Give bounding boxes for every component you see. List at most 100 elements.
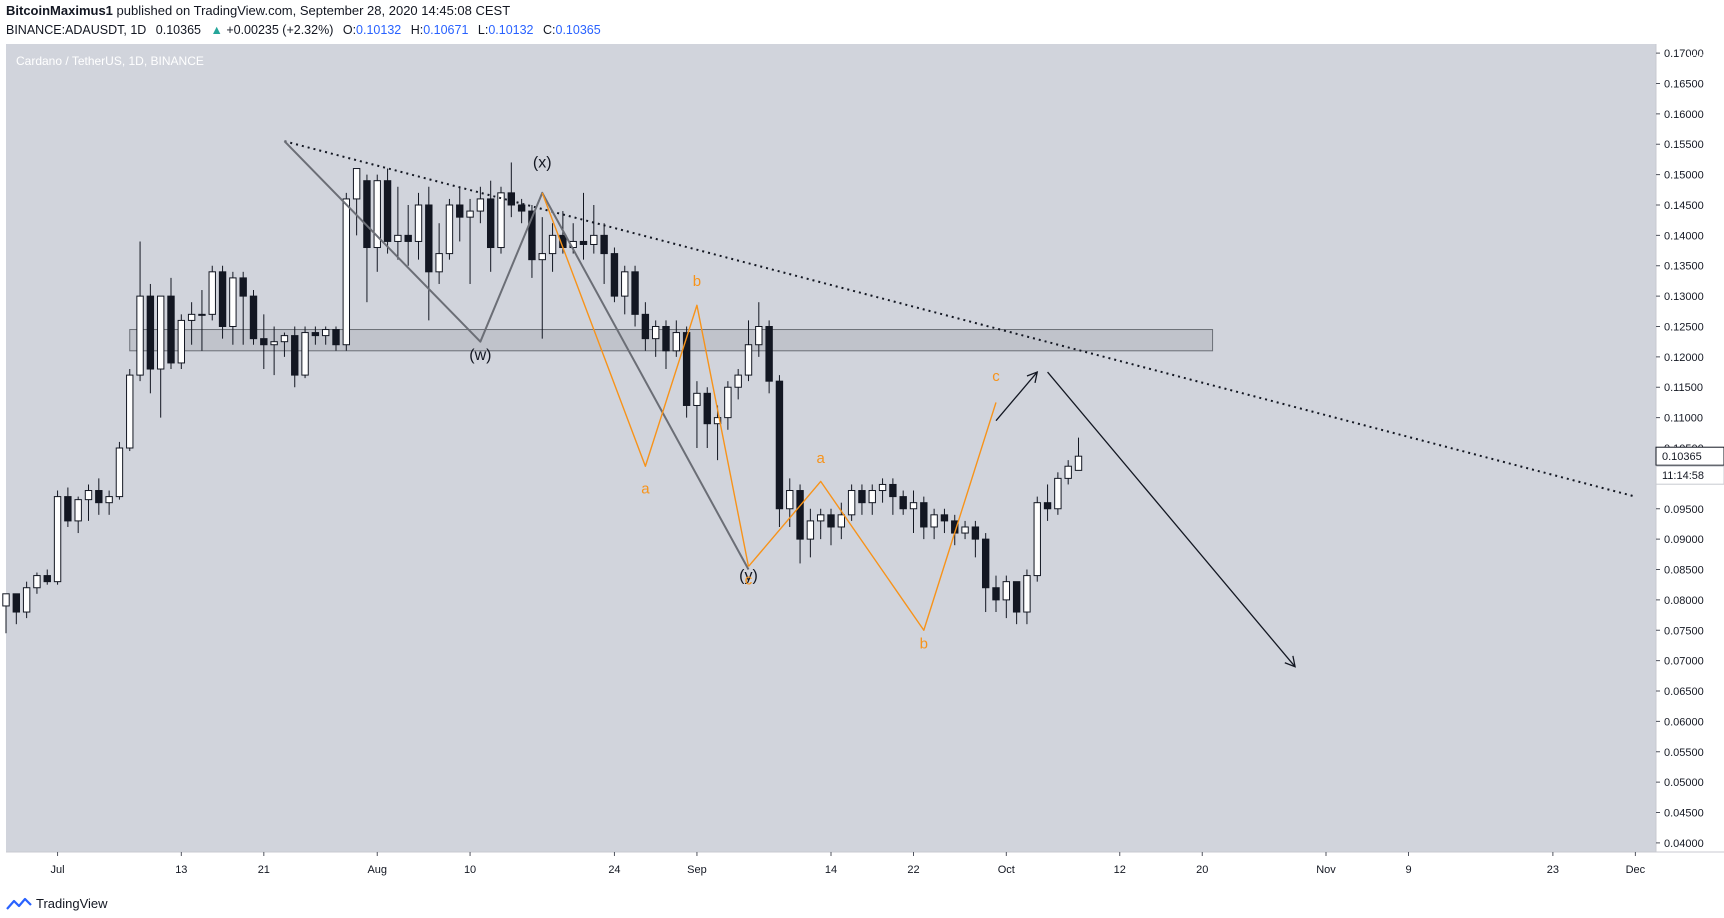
candle[interactable]	[136, 295, 144, 376]
candle[interactable]	[775, 380, 784, 510]
candle[interactable]	[229, 277, 237, 327]
candle[interactable]	[456, 204, 464, 218]
candle[interactable]	[445, 204, 454, 255]
candle[interactable]	[765, 325, 773, 382]
plot-area[interactable]	[6, 44, 1656, 852]
candle[interactable]	[621, 271, 629, 297]
candle[interactable]	[827, 514, 835, 528]
candle[interactable]	[84, 490, 93, 501]
candle[interactable]	[146, 295, 155, 370]
candle[interactable]	[280, 335, 289, 343]
wxy-wave-line[interactable]	[283, 140, 750, 570]
candle[interactable]	[847, 490, 856, 516]
candle[interactable]	[301, 332, 309, 376]
candle[interactable]	[662, 325, 670, 352]
candle[interactable]	[1023, 575, 1031, 613]
candle[interactable]	[332, 329, 340, 346]
candle[interactable]	[342, 198, 351, 346]
abc-wave-line-1[interactable]	[541, 192, 750, 567]
candle[interactable]	[43, 575, 51, 583]
candle[interactable]	[631, 271, 639, 315]
candle[interactable]	[610, 253, 619, 297]
candle[interactable]	[920, 502, 928, 528]
candle[interactable]	[404, 234, 412, 242]
candle[interactable]	[466, 210, 474, 218]
candle[interactable]	[167, 295, 175, 364]
candle[interactable]	[53, 496, 62, 583]
candle[interactable]	[95, 490, 103, 504]
candle[interactable]	[641, 313, 650, 340]
resistance-zone[interactable]	[129, 329, 1214, 352]
time-axis[interactable]	[6, 852, 1724, 890]
tradingview-brand[interactable]: TradingView	[6, 896, 108, 911]
candle[interactable]	[1064, 465, 1072, 479]
candle[interactable]	[239, 277, 247, 297]
candle[interactable]	[878, 483, 887, 492]
candle[interactable]	[796, 490, 804, 540]
candle[interactable]	[600, 234, 608, 255]
candle[interactable]	[177, 319, 186, 364]
candle[interactable]	[538, 253, 546, 261]
candle[interactable]	[291, 335, 299, 376]
candle[interactable]	[1033, 502, 1041, 577]
candle[interactable]	[208, 271, 216, 315]
candle[interactable]	[889, 483, 897, 498]
candle[interactable]	[249, 295, 258, 340]
candle[interactable]	[64, 496, 72, 522]
candle[interactable]	[693, 392, 701, 406]
candle[interactable]	[218, 271, 227, 327]
candle[interactable]	[528, 210, 536, 261]
candle[interactable]	[486, 198, 495, 249]
candle[interactable]	[476, 198, 485, 212]
candle[interactable]	[744, 344, 753, 376]
candle[interactable]	[755, 325, 763, 346]
candle[interactable]	[435, 253, 443, 273]
candle[interactable]	[1012, 581, 1021, 613]
candle[interactable]	[786, 490, 794, 510]
candle[interactable]	[507, 192, 516, 206]
candle[interactable]	[858, 490, 866, 504]
candle[interactable]	[909, 502, 918, 510]
projection-up-arrow[interactable]	[995, 371, 1038, 422]
candle[interactable]	[2, 593, 10, 607]
candle[interactable]	[497, 192, 505, 249]
candle[interactable]	[682, 332, 691, 406]
candle[interactable]	[321, 329, 330, 337]
candle[interactable]	[517, 204, 526, 212]
candle[interactable]	[651, 325, 660, 340]
candle[interactable]	[1074, 455, 1083, 471]
candle[interactable]	[816, 514, 825, 522]
candle[interactable]	[105, 496, 113, 504]
candle[interactable]	[672, 332, 681, 352]
candle[interactable]	[126, 374, 134, 449]
candle[interactable]	[115, 447, 124, 498]
candle[interactable]	[270, 341, 278, 346]
candle[interactable]	[394, 234, 402, 242]
candle[interactable]	[992, 587, 1000, 601]
candle[interactable]	[713, 417, 722, 425]
candle[interactable]	[74, 499, 82, 522]
candle[interactable]	[971, 526, 980, 540]
candle[interactable]	[734, 374, 742, 388]
candle[interactable]	[961, 526, 969, 534]
candle[interactable]	[724, 386, 732, 419]
candle[interactable]	[1002, 581, 1011, 601]
candle[interactable]	[156, 295, 165, 370]
candle[interactable]	[868, 490, 876, 504]
candle[interactable]	[187, 313, 196, 321]
projection-down-arrow[interactable]	[1047, 371, 1296, 668]
candle[interactable]	[311, 332, 320, 337]
candle[interactable]	[930, 514, 938, 528]
candle[interactable]	[363, 180, 371, 249]
candle[interactable]	[414, 204, 423, 242]
candle[interactable]	[383, 180, 392, 242]
candle[interactable]	[579, 240, 588, 245]
candle[interactable]	[703, 392, 711, 425]
descending-trendline[interactable]	[284, 140, 1636, 498]
candle[interactable]	[198, 313, 206, 316]
candle[interactable]	[33, 575, 41, 589]
publisher-name[interactable]: BitcoinMaximus1	[6, 3, 113, 18]
candle[interactable]	[22, 587, 31, 613]
candle[interactable]	[899, 496, 907, 510]
